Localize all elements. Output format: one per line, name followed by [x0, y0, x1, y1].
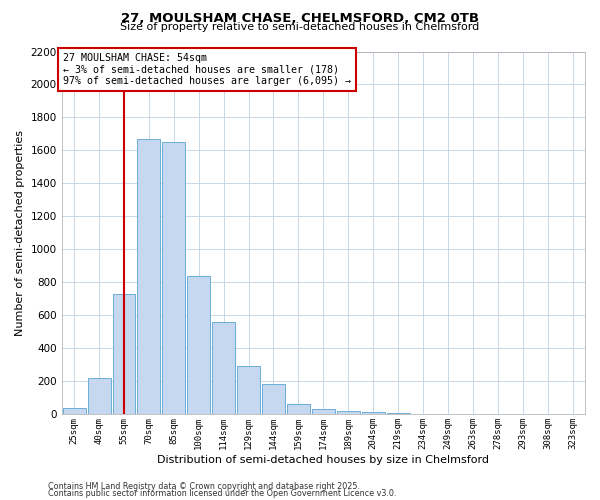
X-axis label: Distribution of semi-detached houses by size in Chelmsford: Distribution of semi-detached houses by … [157, 455, 490, 465]
Text: Size of property relative to semi-detached houses in Chelmsford: Size of property relative to semi-detach… [121, 22, 479, 32]
Bar [237, 366, 260, 414]
Bar [312, 408, 335, 414]
Text: Contains HM Land Registry data © Crown copyright and database right 2025.: Contains HM Land Registry data © Crown c… [48, 482, 360, 491]
Bar [287, 404, 310, 414]
Bar [163, 142, 185, 414]
Y-axis label: Number of semi-detached properties: Number of semi-detached properties [15, 130, 25, 336]
Text: 27 MOULSHAM CHASE: 54sqm
← 3% of semi-detached houses are smaller (178)
97% of s: 27 MOULSHAM CHASE: 54sqm ← 3% of semi-de… [63, 53, 351, 86]
Bar [386, 413, 410, 414]
Bar [187, 276, 210, 414]
Bar [62, 408, 86, 414]
Bar [113, 294, 136, 414]
Text: Contains public sector information licensed under the Open Government Licence v3: Contains public sector information licen… [48, 489, 397, 498]
Bar [137, 139, 160, 414]
Bar [337, 411, 360, 414]
Bar [212, 322, 235, 414]
Bar [88, 378, 110, 414]
Bar [362, 412, 385, 414]
Text: 27, MOULSHAM CHASE, CHELMSFORD, CM2 0TB: 27, MOULSHAM CHASE, CHELMSFORD, CM2 0TB [121, 12, 479, 26]
Bar [262, 384, 285, 414]
